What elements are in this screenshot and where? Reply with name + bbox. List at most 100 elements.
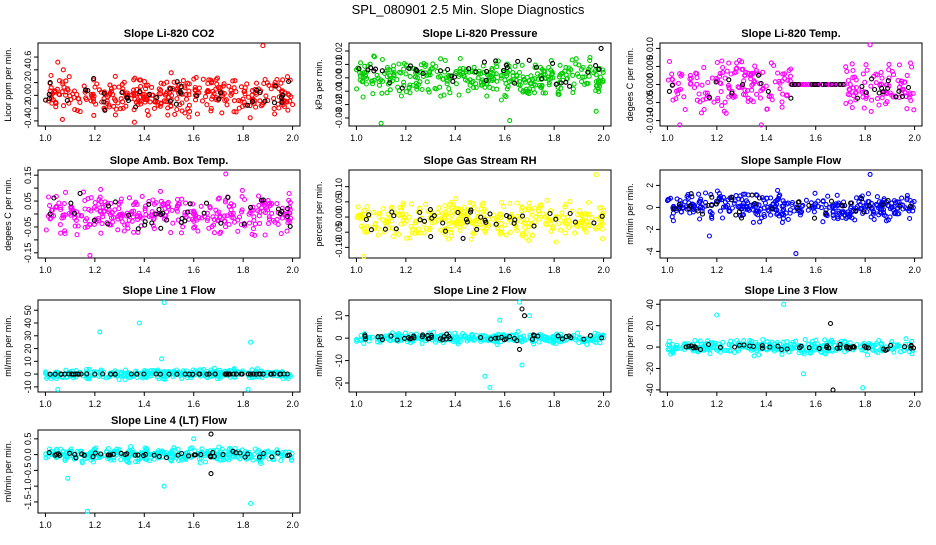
x-tick-label: 1.2 (711, 399, 724, 409)
data-point (430, 61, 436, 67)
data-point (163, 455, 170, 461)
data-point (248, 500, 254, 507)
data-point (258, 460, 264, 466)
data-point (837, 342, 843, 348)
data-point (805, 207, 811, 213)
data-point (217, 213, 223, 219)
data-point (244, 81, 250, 87)
data-point (284, 213, 290, 219)
data-point (719, 58, 725, 64)
data-point (158, 80, 164, 86)
data-point (481, 59, 487, 65)
data-point (519, 62, 525, 68)
data-point (43, 455, 49, 461)
data-point (885, 217, 891, 223)
data-point (780, 198, 786, 204)
data-point (863, 345, 869, 351)
x-tick-label: 1.8 (237, 399, 250, 409)
data-point (742, 87, 748, 93)
data-point (135, 216, 141, 222)
data-point (695, 208, 701, 214)
data-point (204, 210, 210, 216)
data-point (597, 222, 603, 228)
data-point (277, 371, 284, 377)
data-point (457, 69, 463, 75)
panel-5: Slope Gas Stream RH1.0 1.2 1.4 1.6 1.8 2.0-0.… (314, 155, 612, 275)
data-point (471, 64, 477, 70)
data-point (192, 87, 198, 93)
x-tick-label: 2.0 (908, 133, 921, 143)
y-tick-label: 20 (645, 321, 655, 331)
x-tick-label: 1.4 (449, 399, 462, 409)
data-point (61, 201, 67, 207)
data-point (368, 227, 374, 233)
data-point (581, 224, 587, 230)
data-point (503, 232, 509, 238)
data-point (238, 84, 244, 90)
data-point (115, 213, 121, 219)
data-point (678, 86, 684, 92)
data-point (475, 75, 481, 81)
data-point (368, 65, 374, 71)
data-point (285, 206, 291, 212)
data-point (768, 93, 774, 99)
data-point (827, 204, 833, 210)
y-tick-label: -0.10 (334, 237, 344, 258)
data-point (240, 96, 246, 102)
data-point (578, 218, 584, 224)
data-point (522, 224, 528, 230)
data-point (574, 330, 581, 336)
data-point (690, 209, 696, 215)
data-point (164, 89, 170, 95)
x-tick-label: 1.2 (711, 133, 724, 143)
data-point (375, 334, 381, 340)
data-point (58, 230, 64, 236)
data-point (417, 79, 423, 85)
data-point (874, 96, 881, 102)
data-point (287, 207, 293, 213)
data-point (406, 65, 412, 71)
data-point (393, 228, 399, 234)
data-point (450, 201, 456, 208)
data-point (134, 371, 140, 377)
data-point (521, 77, 527, 83)
data-point (180, 78, 186, 84)
data-point (800, 371, 806, 377)
data-point (218, 90, 224, 96)
data-point (868, 108, 874, 114)
data-point (72, 215, 78, 221)
data-point (166, 371, 172, 377)
data-point (401, 202, 407, 208)
data-point (359, 79, 365, 85)
data-point (682, 106, 688, 113)
panel-title: Slope Line 1 Flow (123, 285, 216, 297)
data-point (92, 371, 98, 377)
data-point (460, 235, 466, 241)
data-point (210, 214, 216, 220)
data-point (669, 341, 675, 347)
data-point (682, 199, 688, 205)
data-point (705, 202, 711, 209)
data-point (47, 216, 53, 222)
data-point (701, 65, 707, 71)
data-point (239, 187, 245, 193)
data-point (137, 77, 144, 83)
data-point (696, 91, 702, 97)
data-point (250, 371, 256, 377)
data-point (757, 219, 763, 225)
data-point (151, 450, 157, 456)
data-point (576, 340, 582, 346)
data-point (230, 78, 236, 84)
data-point (286, 197, 292, 203)
y-tick-label: 0 (645, 345, 655, 350)
data-point (823, 210, 829, 216)
data-point (536, 216, 542, 222)
data-point (745, 98, 751, 105)
data-point (361, 208, 367, 214)
data-point (750, 207, 757, 213)
data-point (47, 80, 53, 86)
data-point (201, 210, 207, 216)
data-point (256, 371, 262, 377)
data-point (848, 205, 854, 211)
data-point (850, 85, 856, 91)
